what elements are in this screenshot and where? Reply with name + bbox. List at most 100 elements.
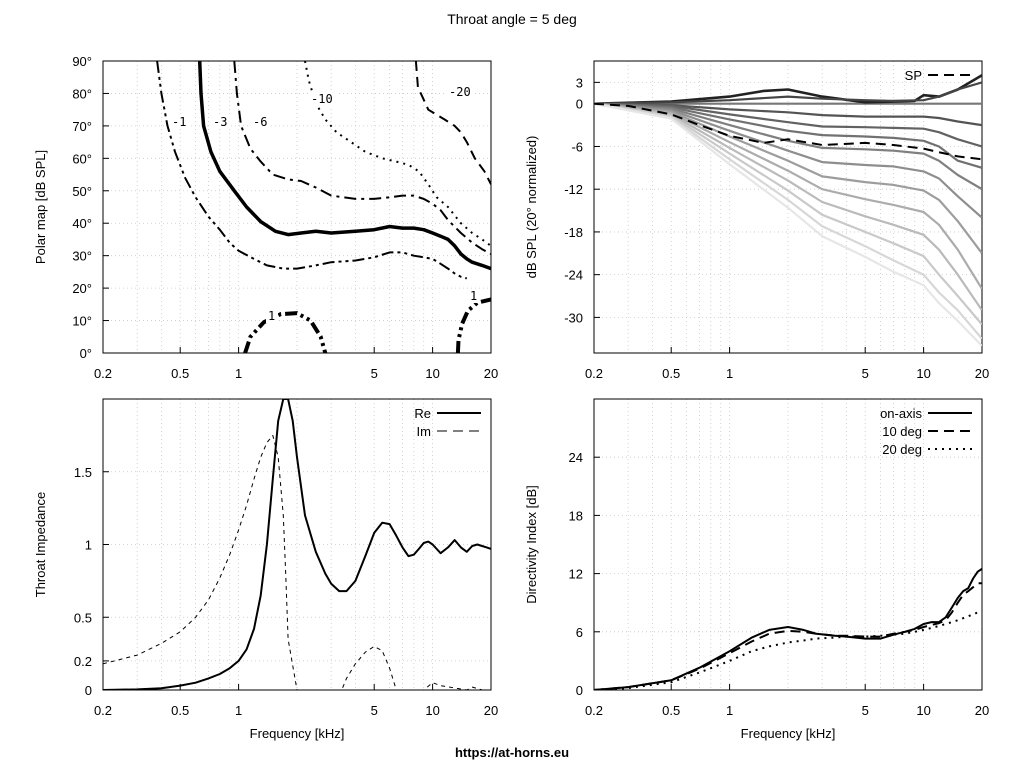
di-legend-label: on-axis (880, 406, 922, 421)
contour-line (455, 297, 491, 353)
impedance-ytick-label: 1.5 (74, 465, 92, 480)
contour-label-bg (251, 116, 271, 129)
spl-plot-frame (593, 60, 983, 354)
di-xtick-label: 10 (916, 703, 930, 718)
spl-series-line (594, 102, 982, 290)
spl-ytick-label: 0 (576, 97, 583, 112)
figure-title: Throat angle = 5 deg (447, 11, 577, 27)
polar-ytick-label: 50° (72, 184, 92, 199)
di-ytick-label: 0 (576, 683, 583, 698)
impedance-xtick-label: 20 (484, 703, 498, 718)
polar-xtick-label: 0.5 (171, 366, 189, 381)
di-xlabel: Frequency [kHz] (741, 726, 836, 741)
polar-ytick-label: 70° (72, 119, 92, 134)
footer-url: https://at-horns.eu (455, 745, 569, 760)
sp-series-line (594, 102, 982, 161)
di-chart: 0.2 0.5 1 5 10 20 0 6 12 18 24 Directivity Index [d… (524, 398, 989, 741)
contour-label: -6 (253, 115, 267, 129)
spl-ylabel: dB SPL (20° normalized) (524, 136, 539, 279)
polar-marks (156, 61, 491, 353)
spl-ytick-label: -6 (571, 139, 583, 154)
spl-marks (594, 74, 982, 347)
impedance-ytick-label: 0.5 (74, 610, 92, 625)
polar-chart: 0.2 0.5 1 5 10 20 0° 10° 20° 30° 40° 50° 60° 70° 80° 90… (33, 54, 498, 381)
spl-ytick-label: -30 (564, 310, 583, 325)
spl-xtick-label: 5 (862, 366, 869, 381)
spl-xtick-label: 0.5 (662, 366, 680, 381)
contour-label-bg (309, 93, 337, 106)
spl-series-line (594, 102, 982, 340)
contour-line (156, 61, 468, 280)
contour-label: -10 (311, 92, 333, 106)
polar-ytick-label: 90° (72, 54, 92, 69)
spl-series-line (594, 102, 982, 311)
polar-ytick-label: 20° (72, 281, 92, 296)
polar-ytick-label: 80° (72, 86, 92, 101)
impedance-xlabel: Frequency [kHz] (250, 726, 345, 741)
spl-series-line (594, 102, 982, 169)
spl-xtick-label: 0.2 (585, 366, 603, 381)
impedance-ylabel: Throat Impedance (33, 492, 48, 598)
contour-label-bg (266, 310, 278, 323)
contour-label-bg (447, 86, 475, 99)
impedance-xtick-label: 0.5 (171, 703, 189, 718)
di-ytick-label: 24 (569, 450, 583, 465)
impedance-xtick-label: 1 (235, 703, 242, 718)
impedance-ytick-label: 0 (85, 683, 92, 698)
spl-series-line (594, 102, 982, 148)
polar-xtick-label: 10 (425, 366, 439, 381)
impedance-series-line (103, 399, 491, 690)
polar-xtick-label: 1 (235, 366, 242, 381)
di-legend-label: 20 deg (882, 442, 922, 457)
polar-grid (102, 60, 492, 354)
impedance-xtick-label: 10 (425, 703, 439, 718)
spl-ytick-label: -24 (564, 268, 583, 283)
spl-series-line (594, 81, 982, 105)
di-ytick-label: 12 (569, 567, 583, 582)
impedance-legend-label: Im (417, 424, 431, 439)
contour-label: 1 (470, 289, 477, 303)
contour-label-bg (211, 116, 231, 129)
polar-ylabel: Polar map [dB SPL] (33, 150, 48, 264)
contour-label: -20 (449, 85, 471, 99)
contour-label: -3 (213, 115, 227, 129)
spl-xtick-label: 10 (916, 366, 930, 381)
contour-line (243, 311, 328, 353)
spl-series-line (594, 102, 982, 127)
contour-line (233, 61, 491, 255)
spl-xtick-label: 1 (726, 366, 733, 381)
di-ylabel: Directivity Index [dB] (524, 485, 539, 604)
spl-series-line (594, 102, 982, 219)
di-xtick-label: 20 (975, 703, 989, 718)
impedance-ytick-label: 0.2 (74, 654, 92, 669)
impedance-ytick-label: 1 (85, 538, 92, 553)
contour-line (197, 61, 491, 271)
di-xtick-label: 5 (862, 703, 869, 718)
contour-label-bg (170, 116, 190, 129)
spl-ytick-label: -12 (564, 182, 583, 197)
polar-ytick-label: 0° (80, 346, 92, 361)
spl-legend-label: SP (905, 68, 922, 83)
polar-ytick-label: 40° (72, 216, 92, 231)
polar-ytick-label: 10° (72, 314, 92, 329)
spl-xtick-label: 20 (975, 366, 989, 381)
contour-label: 1 (268, 309, 275, 323)
polar-ytick-label: 30° (72, 249, 92, 264)
polar-xtick-label: 0.2 (94, 366, 112, 381)
di-ytick-label: 6 (576, 625, 583, 640)
contour-line (414, 61, 491, 185)
spl-series-line (594, 102, 982, 254)
di-xtick-label: 0.2 (585, 703, 603, 718)
spl-series-line (594, 102, 982, 326)
di-grid (593, 399, 983, 691)
di-xtick-label: 0.5 (662, 703, 680, 718)
polar-xtick-label: 5 (371, 366, 378, 381)
di-series-line (594, 567, 982, 690)
di-ytick-label: 18 (569, 508, 583, 523)
impedance-xtick-label: 5 (371, 703, 378, 718)
di-legend-label: 10 deg (882, 424, 922, 439)
polar-ytick-label: 60° (72, 151, 92, 166)
